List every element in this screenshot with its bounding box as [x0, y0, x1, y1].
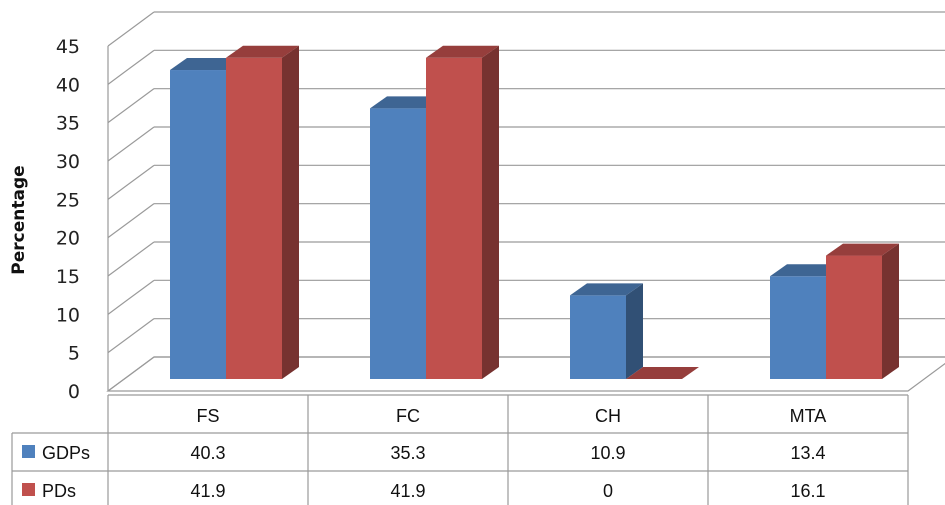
gridline-side [107, 241, 155, 277]
y-tick-label: 45 [56, 36, 80, 58]
y-axis-ticks: 0 5 10 15 20 25 30 35 40 45 [56, 36, 80, 403]
data-label: 0 [603, 481, 613, 501]
bar-front [426, 57, 482, 380]
category-label-fc: FC [396, 406, 420, 426]
y-tick-label: 5 [68, 343, 80, 365]
bar-pds-fs [226, 45, 299, 380]
gridline-side [107, 318, 155, 354]
bar-pds-mta [826, 243, 899, 379]
bar-side [282, 45, 299, 380]
bar-front [226, 57, 282, 380]
bar-front [570, 295, 626, 379]
bars [170, 45, 899, 380]
bar-pds-fc [426, 45, 499, 380]
data-table: FS FC CH MTA GDPs 40.3 35.3 10.9 13.4 PDs 41.9 41.9… [11, 394, 909, 505]
gridline-side [107, 11, 155, 47]
bar-front [170, 70, 226, 380]
data-label: 10.9 [590, 443, 625, 463]
legend-label-gdps: GDPs [42, 443, 90, 463]
y-tick-label: 35 [56, 113, 80, 135]
bar-top [370, 96, 443, 109]
legend-swatch-pds [22, 483, 35, 496]
y-tick-label: 40 [56, 74, 80, 96]
legend-swatch-gdps [22, 445, 35, 458]
y-tick-label: 25 [56, 189, 80, 211]
gridline-side [107, 88, 155, 124]
bar-gdps-ch [570, 283, 643, 379]
back-wall [154, 12, 945, 357]
data-label: 35.3 [390, 443, 425, 463]
y-axis-label: Percentage [9, 165, 29, 274]
y-tick-label: 10 [56, 304, 80, 326]
legend-label-pds: PDs [42, 481, 76, 501]
bar-top [770, 264, 843, 277]
y-tick-label: 15 [56, 266, 80, 288]
bar-side [882, 243, 899, 379]
category-label-mta: MTA [790, 406, 827, 426]
bar-top [626, 367, 699, 379]
bar-side [626, 283, 643, 379]
chart-walls [106, 12, 945, 392]
gridline-side [107, 203, 155, 239]
bar-front [770, 276, 826, 379]
category-label-fs: FS [196, 406, 219, 426]
bar-top [226, 45, 299, 58]
data-label: 40.3 [190, 443, 225, 463]
gridline-side [107, 279, 155, 315]
y-tick-label: 0 [68, 381, 80, 403]
gridline-side [107, 49, 155, 85]
bar-top [570, 283, 643, 296]
data-label: 41.9 [190, 481, 225, 501]
y-tick-label: 30 [56, 151, 80, 173]
bar-pds-ch [626, 367, 699, 379]
y-tick-label: 20 [56, 228, 80, 250]
bar-top [170, 58, 243, 71]
bar-side [482, 45, 499, 380]
bar-top [826, 243, 899, 256]
data-label: 41.9 [390, 481, 425, 501]
bar-top [426, 45, 499, 58]
bar-front [370, 108, 426, 379]
data-label: 13.4 [790, 443, 825, 463]
gridline-side [107, 164, 155, 200]
bar-front [826, 255, 882, 379]
data-label: 16.1 [790, 481, 825, 501]
category-label-ch: CH [595, 406, 621, 426]
gridline-side [107, 356, 155, 392]
gridline-side [107, 126, 155, 162]
